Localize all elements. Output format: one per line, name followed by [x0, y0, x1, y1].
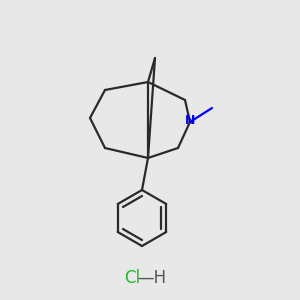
Text: N: N	[185, 113, 195, 127]
Text: —H: —H	[137, 269, 166, 287]
Text: Cl: Cl	[124, 269, 140, 287]
